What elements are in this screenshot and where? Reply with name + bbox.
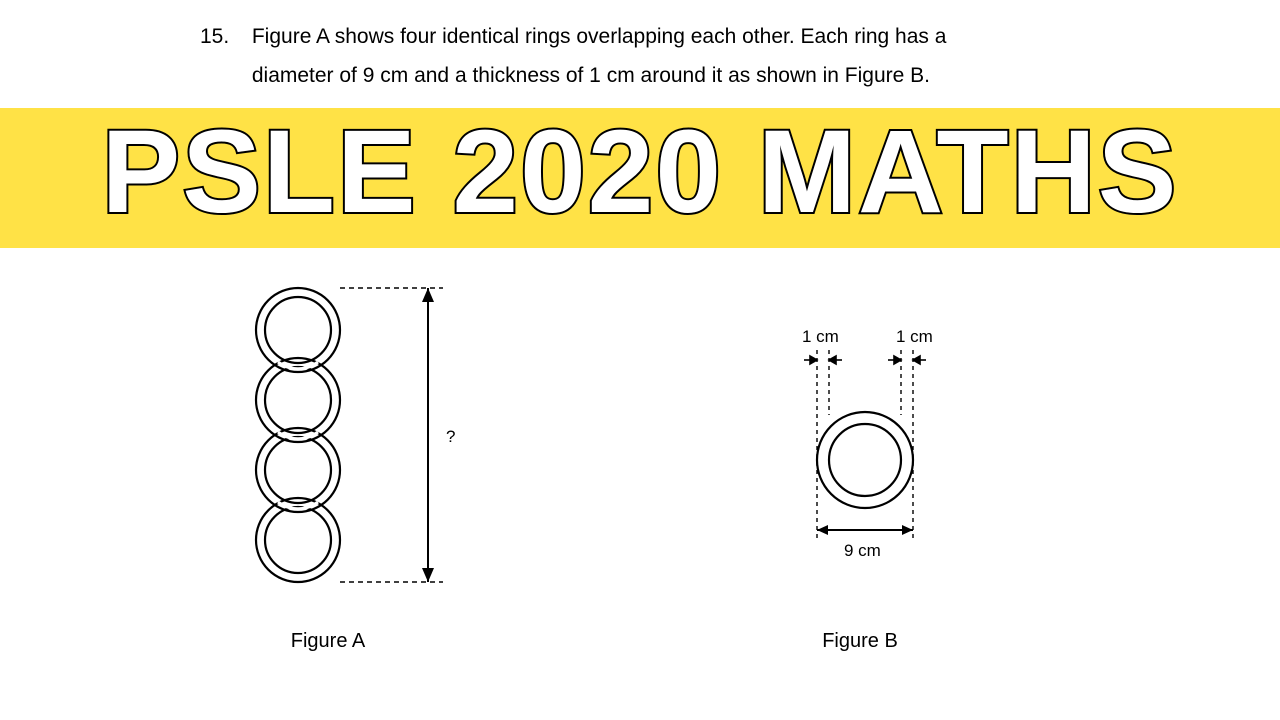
figure-a-unknown: ? bbox=[446, 427, 455, 446]
question-block: 15. Figure A shows four identical rings … bbox=[200, 18, 1200, 96]
question-line2: diameter of 9 cm and a thickness of 1 cm… bbox=[252, 64, 930, 87]
figures-area: ? Figure A 1 cm 1 cm bbox=[0, 260, 1280, 720]
question-number: 15. bbox=[200, 18, 246, 57]
figure-b-svg: 1 cm 1 cm 9 cm bbox=[700, 320, 1040, 600]
banner-title: PSLE 2020 MATHS bbox=[101, 108, 1178, 238]
figure-b-ring bbox=[817, 412, 913, 508]
thickness-arrow-left bbox=[804, 356, 842, 364]
title-banner: PSLE 2020 MATHS bbox=[0, 108, 1280, 248]
question-line1: Figure A shows four identical rings over… bbox=[252, 25, 947, 48]
thickness-label-right: 1 cm bbox=[896, 327, 933, 346]
thickness-arrow-right bbox=[888, 356, 926, 364]
diameter-label: 9 cm bbox=[844, 541, 881, 560]
banner-svg: PSLE 2020 MATHS bbox=[0, 108, 1280, 248]
figure-b-label: Figure B bbox=[780, 630, 940, 653]
figure-a-label: Figure A bbox=[248, 630, 408, 653]
ring-chain bbox=[256, 288, 340, 582]
thickness-label-left: 1 cm bbox=[802, 327, 839, 346]
question-text: Figure A shows four identical rings over… bbox=[252, 18, 1192, 96]
